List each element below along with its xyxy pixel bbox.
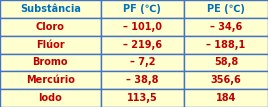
Text: Cloro: Cloro xyxy=(36,22,65,32)
Bar xyxy=(100,36,184,54)
Text: – 188,1: – 188,1 xyxy=(207,40,246,50)
Text: Substância: Substância xyxy=(20,4,81,14)
Bar xyxy=(100,71,184,89)
Bar xyxy=(184,71,268,89)
Bar xyxy=(0,0,100,18)
Text: PE (℃): PE (℃) xyxy=(207,4,245,14)
Bar xyxy=(100,54,184,71)
Bar xyxy=(100,89,184,107)
Text: 356,6: 356,6 xyxy=(211,75,241,85)
Text: 58,8: 58,8 xyxy=(214,57,238,67)
Bar xyxy=(100,0,184,18)
Bar xyxy=(184,36,268,54)
Bar xyxy=(100,18,184,36)
Text: Iodo: Iodo xyxy=(38,93,62,103)
Bar xyxy=(184,0,268,18)
Bar xyxy=(184,89,268,107)
Text: – 219,6: – 219,6 xyxy=(123,40,162,50)
Bar xyxy=(0,89,100,107)
Text: Flúor: Flúor xyxy=(36,40,65,50)
Text: – 7,2: – 7,2 xyxy=(130,57,155,67)
Text: – 101,0: – 101,0 xyxy=(123,22,162,32)
Text: PF (℃): PF (℃) xyxy=(124,4,161,14)
Text: 113,5: 113,5 xyxy=(127,93,158,103)
Bar xyxy=(0,54,100,71)
Bar xyxy=(184,54,268,71)
Bar xyxy=(184,18,268,36)
Text: 184: 184 xyxy=(216,93,236,103)
Bar xyxy=(0,36,100,54)
Text: – 34,6: – 34,6 xyxy=(210,22,242,32)
Bar xyxy=(0,71,100,89)
Bar xyxy=(0,18,100,36)
Text: Bromo: Bromo xyxy=(32,57,68,67)
Text: Mercúrio: Mercúrio xyxy=(26,75,75,85)
Text: – 38,8: – 38,8 xyxy=(126,75,159,85)
